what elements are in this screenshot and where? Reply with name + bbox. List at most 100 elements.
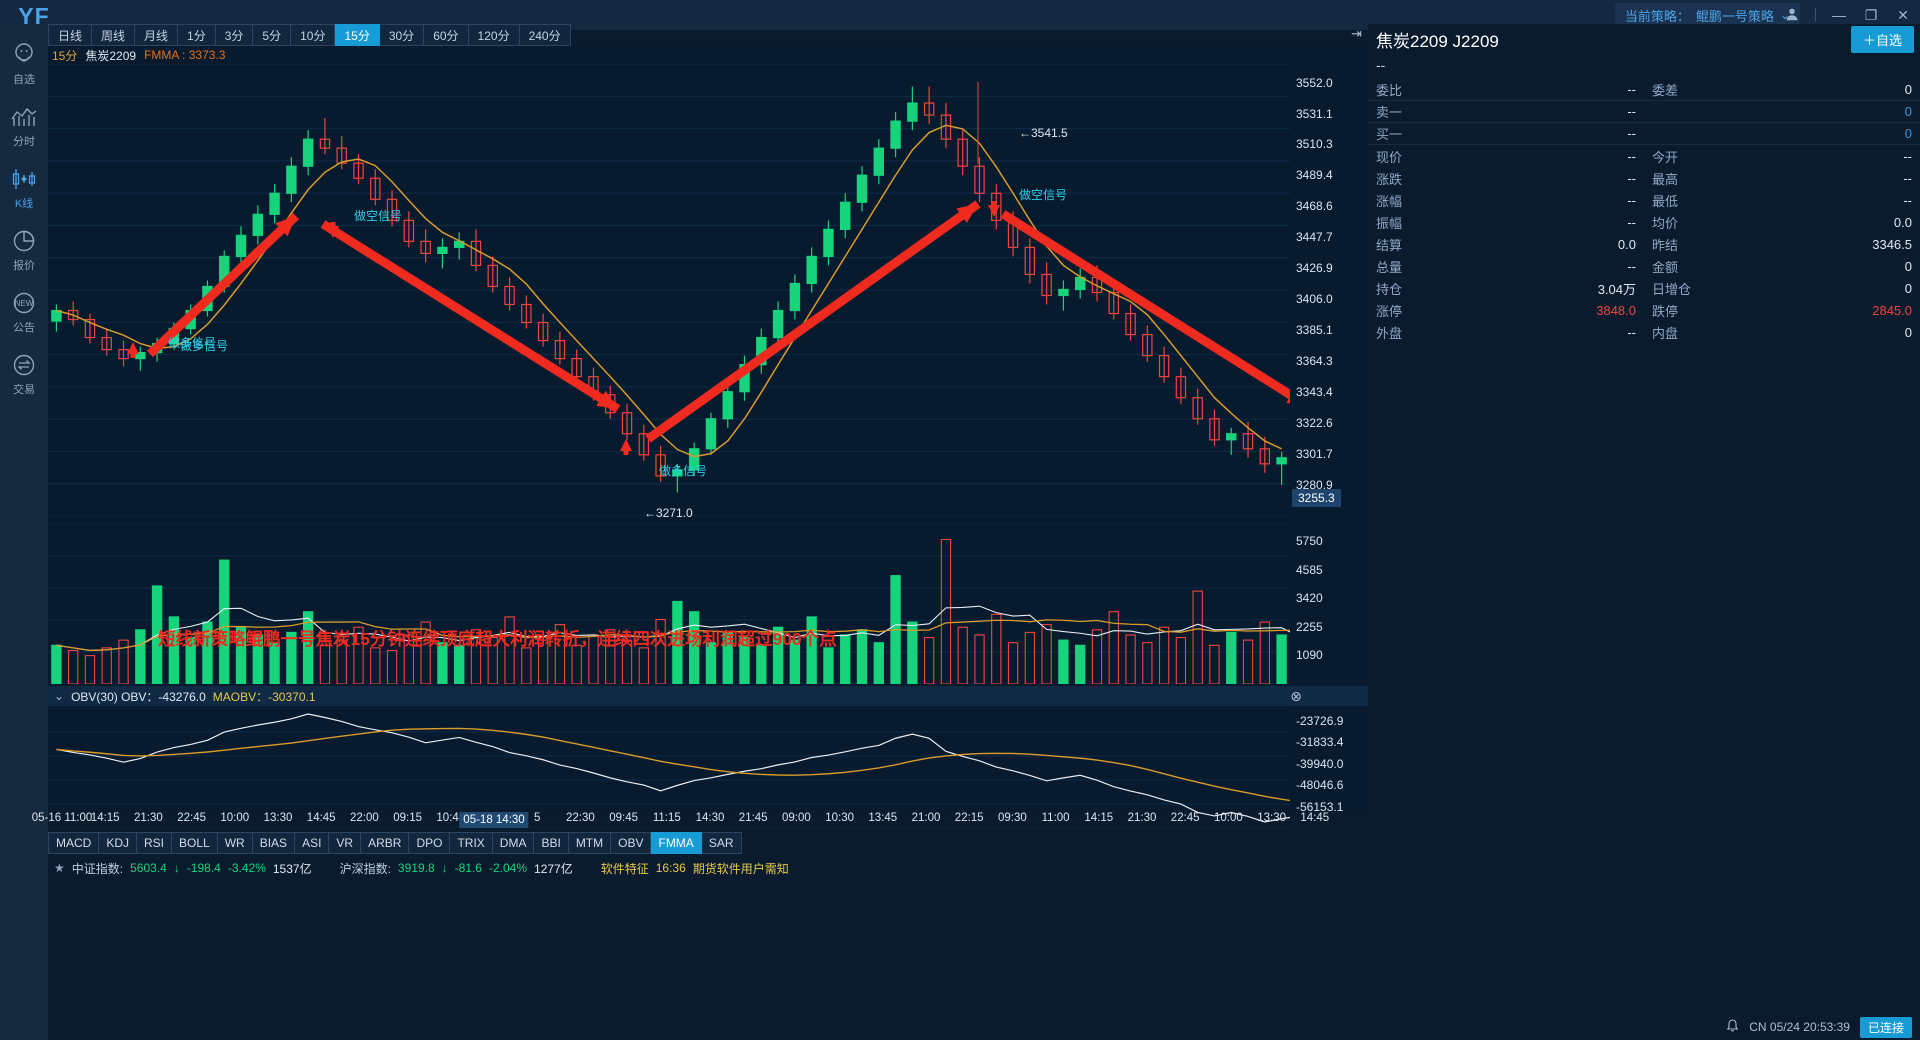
indicator-tab-mtm[interactable]: MTM	[568, 832, 612, 854]
time-tick-label: 22:45	[1170, 812, 1200, 824]
index1-name: 中证指数:	[71, 861, 124, 876]
period-tab-120分[interactable]: 120分	[468, 24, 520, 46]
maximize-button[interactable]: ❐	[1864, 6, 1878, 23]
quote-value: 0	[1904, 324, 1912, 340]
period-tab-30分[interactable]: 30分	[379, 24, 425, 46]
period-tab-60分[interactable]: 60分	[424, 24, 469, 46]
maobv-label: MAOBV：-30370.1	[212, 689, 316, 704]
quote-cell: 最高 --	[1644, 169, 1920, 188]
period-tab-5分[interactable]: 5分	[253, 24, 292, 46]
axis-tick-label: 2255	[1296, 619, 1323, 634]
quote-cell: 昨结 3346.5	[1644, 235, 1920, 254]
quote-cell: 最低 --	[1644, 191, 1920, 210]
notice-tag[interactable]: 软件特征	[600, 861, 649, 876]
add-to-watchlist-button[interactable]: ＋自选	[1850, 25, 1914, 53]
indicator-tab-vr[interactable]: VR	[329, 832, 362, 854]
quote-row: 买一 -- 0	[1368, 123, 1920, 145]
star-icon[interactable]: ★	[54, 861, 65, 875]
indicator-tab-fmma[interactable]: FMMA	[651, 832, 702, 854]
axis-tick-label: 4585	[1296, 562, 1323, 577]
indicator-tab-asi[interactable]: ASI	[295, 832, 330, 854]
period-tab-3分[interactable]: 3分	[215, 24, 254, 46]
time-tick-label: 21:30	[1127, 812, 1157, 824]
minimize-button[interactable]: —	[1832, 7, 1846, 23]
sidebar-label: 报价	[13, 259, 35, 272]
indicator-tab-trix[interactable]: TRIX	[450, 832, 493, 854]
time-tick-label: 13:45	[868, 812, 898, 824]
quote-key: 外盘	[1376, 325, 1403, 341]
indicator-tab-macd[interactable]: MACD	[48, 832, 100, 854]
quote-key: 内盘	[1652, 325, 1679, 341]
quote-row: 持仓 3.04万 日增仓 0	[1368, 277, 1920, 299]
notice-text[interactable]: 期货软件用户需知	[692, 861, 789, 876]
sidebar-item-gonggao[interactable]: NEW 公告	[0, 284, 48, 340]
axis-tick-label: 3364.3	[1296, 354, 1333, 369]
indicator-tab-arbr[interactable]: ARBR	[361, 832, 410, 854]
period-tab-240分[interactable]: 240分	[519, 24, 571, 46]
indicator-tab-bias[interactable]: BIAS	[252, 832, 296, 854]
quote-value: 0	[1904, 258, 1912, 274]
axis-highlight-label: 3255.3	[1292, 489, 1341, 507]
strategy-selector[interactable]: 当前策略： 鲲鹏一号策略 ⌄	[1614, 3, 1800, 27]
obv-header[interactable]: ⌄ OBV(30) OBV：-43276.0 MAOBV：-30370.1 ⊗	[48, 686, 1368, 706]
axis-tick-label: 3420	[1296, 591, 1323, 606]
time-axis: 05-16 11:00 14:15 21:30 22:45 10:00 13:30 14:4…	[32, 810, 1368, 832]
time-tick-label: 5	[533, 812, 541, 824]
sidebar-item-fenshi[interactable]: 分时	[0, 98, 48, 154]
quote-row: 总量 -- 金额 0	[1368, 255, 1920, 277]
quote-key: 委比	[1376, 83, 1403, 98]
sidebar-item-kline[interactable]: K线	[0, 160, 48, 216]
obv-pane[interactable]	[48, 707, 1316, 829]
indicator-tab-wr[interactable]: WR	[217, 832, 253, 854]
notice-time: 16:36	[655, 861, 686, 875]
sidebar-item-jiaoyi[interactable]: 交易	[0, 346, 48, 402]
indicator-tab-boll[interactable]: BOLL	[172, 832, 218, 854]
price-chart-pane[interactable]	[48, 63, 1311, 517]
sidebar-label: 交易	[13, 383, 35, 396]
indicator-tab-obv[interactable]: OBV	[611, 832, 652, 854]
period-tab-月线[interactable]: 月线	[135, 24, 179, 46]
quote-row: 委比 -- 委差 0	[1368, 79, 1920, 101]
period-tab-日线[interactable]: 日线	[48, 24, 93, 46]
quote-cell: 均价 0.0	[1644, 213, 1920, 232]
chart-annotation-text: 短线新策略鲲鹏一号焦炭15分钟连续顶底超大利润转折，连续四次进场利润超过900个…	[158, 629, 837, 649]
sidebar-item-baojia[interactable]: 报价	[0, 222, 48, 278]
volume-pane[interactable]	[48, 523, 1321, 685]
quote-value: 0.0	[1893, 214, 1912, 230]
time-tick-label: 21:45	[738, 812, 768, 824]
obv-axis: -23726.9 -31833.4 -39940.0 -48046.6 -56153.1	[1290, 708, 1368, 828]
time-tick-label: 14:45	[306, 812, 336, 824]
collapse-right-icon[interactable]: ⇥	[1351, 26, 1362, 41]
quote-value: 3346.5	[1872, 236, 1912, 252]
period-tab-周线[interactable]: 周线	[92, 24, 136, 46]
indicator-tab-dpo[interactable]: DPO	[409, 832, 451, 854]
quote-value: --	[1903, 192, 1912, 208]
sidebar-item-zixuan[interactable]: 自选	[0, 36, 48, 92]
chart-period-label: 15分	[52, 48, 78, 63]
index2-value: 3919.8	[397, 861, 435, 875]
indicator-tab-kdj[interactable]: KDJ	[99, 832, 138, 854]
quote-cell: 总量 --	[1368, 257, 1644, 276]
period-tab-1分[interactable]: 1分	[178, 24, 216, 46]
quote-value: --	[1627, 258, 1636, 274]
period-tab-15分[interactable]: 15分	[335, 24, 380, 46]
index2-arrow: ↓	[441, 861, 448, 875]
quote-value: 3848.0	[1596, 302, 1636, 318]
chart-area[interactable]: 15分 焦炭2209 FMMA : 3373.3 3552.0 3531.1 351…	[48, 26, 1368, 829]
quote-panel: 焦炭2209 J2209 ＋自选 -- 委比 -- 委差 0 卖一 -- 0 买一 -- 0 现价 -…	[1368, 24, 1920, 1014]
indicator-tab-dma[interactable]: DMA	[492, 832, 535, 854]
indicator-tab-bbi[interactable]: BBI	[534, 832, 569, 854]
user-icon[interactable]	[1783, 7, 1801, 24]
axis-tick-label: 3301.7	[1296, 447, 1333, 462]
period-tab-10分[interactable]: 10分	[291, 24, 336, 46]
connection-badge[interactable]: 已连接	[1859, 1016, 1912, 1038]
quote-title: 焦炭2209 J2209	[1376, 31, 1499, 51]
close-circle-icon[interactable]: ⊗	[1290, 687, 1302, 704]
indicator-tab-rsi[interactable]: RSI	[137, 832, 173, 854]
indicator-tab-sar[interactable]: SAR	[701, 832, 742, 854]
close-button[interactable]: ✕	[1897, 6, 1909, 23]
chevron-down-icon[interactable]: ⌄	[54, 689, 65, 703]
bell-icon[interactable]	[1726, 1018, 1739, 1036]
time-tick-label: 21:00	[911, 812, 941, 824]
chevron-down-icon[interactable]: ⌄	[1779, 8, 1790, 22]
